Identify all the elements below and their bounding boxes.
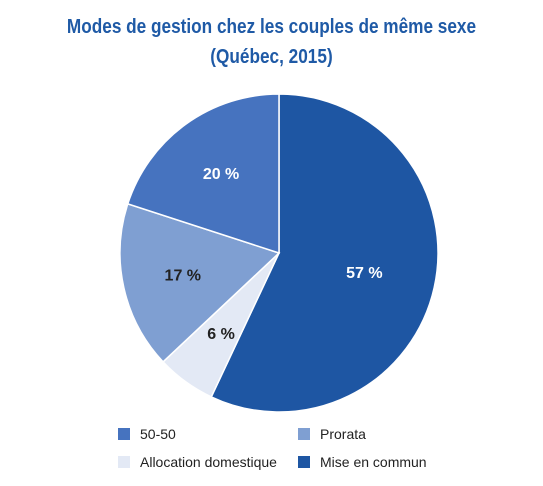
legend-swatch [118,456,130,468]
pie-slice-mise-en-commun [210,93,439,413]
legend-swatch [118,428,130,440]
legend-item-mise-en-commun: Mise en commun [298,454,427,470]
legend-label: Prorata [320,426,366,442]
legend-label: 50-50 [140,426,176,442]
pie-slice-label: 6 % [207,326,235,343]
legend-item-prorata: Prorata [298,426,366,442]
pie-slice-label: 17 % [165,268,201,285]
chart-subtitle: (Québec, 2015) [210,46,333,68]
pie-slice-prorata [119,202,281,363]
legend-swatch [298,456,310,468]
legend-item-allocation-domestique: Allocation domestique [118,454,277,470]
legend-label: Allocation domestique [140,454,277,470]
legend-item-50-50: 50-50 [118,426,176,442]
pie-slice-label: 20 % [203,166,239,183]
pie-slice-label: 57 % [346,265,382,282]
chart-title: Modes de gestion chez les couples de mêm… [66,16,477,38]
legend-swatch [298,428,310,440]
pie-slice-50-50 [126,93,280,255]
legend-label: Mise en commun [320,454,427,470]
